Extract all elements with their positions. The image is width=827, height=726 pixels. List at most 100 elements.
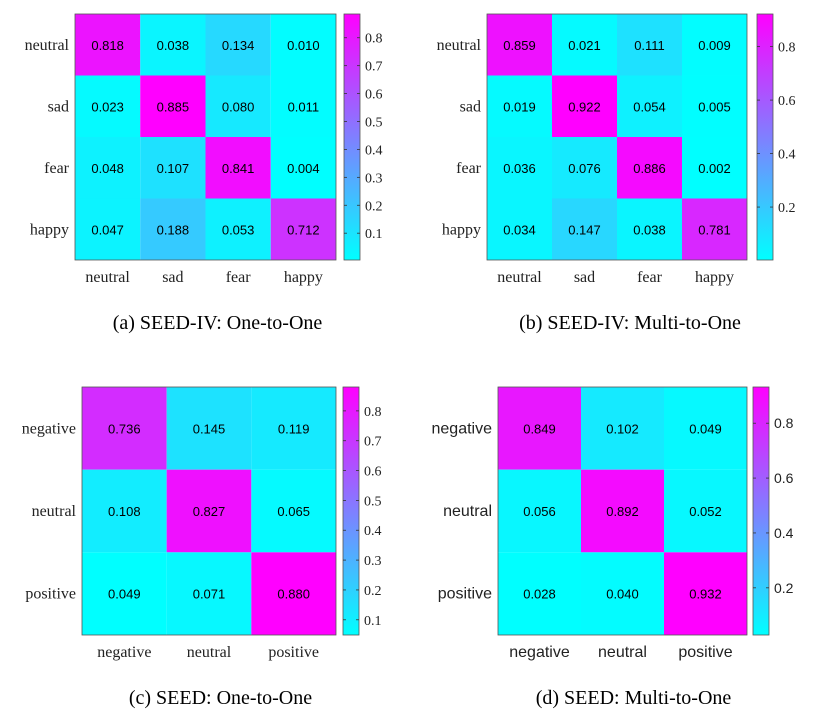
colorbar-tick-label: 0.6 — [365, 88, 383, 103]
colorbar-tick-label: 0.4 — [774, 525, 794, 541]
heatmap-cell — [552, 137, 617, 199]
heatmap-frame — [74, 13, 337, 261]
colorbar-tick-label: 0.4 — [778, 148, 796, 163]
column-label: negative — [97, 644, 151, 661]
cell-value-label: 0.885 — [157, 99, 190, 114]
heatmap-cell — [487, 137, 552, 199]
heatmap-cell — [270, 75, 336, 137]
cell-value-label: 0.147 — [568, 222, 601, 237]
cell-value-label: 0.932 — [689, 587, 722, 602]
heatmap-cell — [552, 75, 617, 137]
cell-value-label: 0.849 — [523, 421, 556, 436]
heatmap-cell — [166, 469, 252, 553]
cell-value-label: 0.841 — [222, 161, 255, 176]
heatmap-cell — [682, 198, 747, 260]
cell-value-label: 0.019 — [503, 99, 536, 114]
colorbar-tick-label: 0.4 — [364, 524, 382, 539]
cell-value-label: 0.028 — [523, 587, 556, 602]
colorbar-tick-label: 0.5 — [364, 494, 382, 509]
colorbar-tick-label: 0.8 — [774, 415, 794, 431]
cell-value-label: 0.102 — [606, 421, 639, 436]
heatmap-cell — [82, 469, 167, 553]
colorbar-tick-label: 0.2 — [778, 201, 796, 216]
heatmap-cell — [75, 137, 141, 199]
cell-value-label: 0.021 — [568, 38, 601, 53]
heatmap-cell — [166, 552, 252, 635]
heatmap-panel-4: 0.849 0.102 0.049 0.056 0.892 0.052 0.028 0.040… — [432, 386, 794, 709]
colorbar-tick-label: 0.8 — [778, 41, 796, 56]
column-label: sad — [162, 269, 183, 286]
heatmap-cell — [82, 387, 167, 470]
cell-value-label: 0.049 — [108, 587, 141, 602]
cell-value-label: 0.004 — [287, 161, 320, 176]
heatmap-frame — [81, 386, 337, 636]
column-label: fear — [637, 269, 663, 286]
heatmap-cell — [251, 469, 336, 553]
column-label: positive — [268, 644, 319, 661]
heatmap-cell — [140, 75, 206, 137]
cell-value-label: 0.886 — [633, 161, 666, 176]
cell-value-label: 0.736 — [108, 421, 141, 436]
heatmap-cell — [664, 552, 747, 635]
heatmap-cell — [581, 552, 664, 635]
colorbar-tick-label: 0.8 — [365, 32, 383, 47]
colorbar-tick-label: 0.3 — [364, 554, 382, 569]
subfigure-caption: (d) SEED: Multi-to-One — [536, 687, 732, 709]
row-label: happy — [30, 221, 69, 238]
cell-value-label: 0.052 — [689, 504, 722, 519]
heatmap-cell — [205, 75, 271, 137]
heatmap-cell — [251, 387, 336, 470]
cell-value-label: 0.047 — [91, 222, 124, 237]
cell-value-label: 0.040 — [606, 587, 639, 602]
heatmap-cell — [75, 14, 141, 76]
cell-value-label: 0.111 — [634, 38, 665, 53]
heatmap-cell — [498, 387, 581, 470]
heatmap-cell — [140, 137, 206, 199]
heatmap-cell — [664, 387, 747, 470]
colorbar-tick-label: 0.6 — [364, 465, 382, 480]
cell-value-label: 0.023 — [91, 99, 124, 114]
colorbar-tick-label: 0.4 — [365, 143, 383, 158]
column-label: happy — [284, 269, 323, 286]
cell-value-label: 0.038 — [633, 222, 666, 237]
row-label: sad — [48, 98, 69, 115]
colorbar — [342, 386, 360, 636]
colorbar-tick-label: 0.1 — [364, 614, 382, 629]
heatmap-cell — [682, 75, 747, 137]
subfigure-caption: (b) SEED-IV: Multi-to-One — [519, 312, 741, 334]
colorbar-tick-label: 0.1 — [365, 227, 383, 242]
colorbar-tick-label: 0.5 — [365, 116, 383, 131]
column-label: sad — [574, 269, 595, 286]
cell-value-label: 0.048 — [91, 161, 124, 176]
heatmap-cell — [166, 387, 252, 470]
cell-value-label: 0.053 — [222, 222, 255, 237]
colorbar-tick-label: 0.6 — [778, 94, 796, 109]
heatmap-cell — [617, 137, 682, 199]
row-label: sad — [460, 98, 481, 115]
column-label: neutral — [187, 644, 232, 661]
colorbar-tick-label: 0.3 — [365, 171, 383, 186]
cell-value-label: 0.038 — [157, 38, 190, 53]
heatmap-cell — [617, 198, 682, 260]
row-label: fear — [44, 160, 70, 177]
heatmap-panel-3: 0.736 0.145 0.119 0.108 0.827 0.065 0.049 0.071… — [22, 386, 382, 709]
column-label: negative — [509, 644, 570, 661]
cell-value-label: 0.071 — [193, 587, 226, 602]
colorbar — [756, 13, 774, 261]
column-label: neutral — [598, 644, 647, 661]
heatmap-cell — [205, 198, 271, 260]
heatmap-cell — [270, 137, 336, 199]
cell-value-label: 0.145 — [193, 421, 226, 436]
colorbar-tick-label: 0.2 — [364, 584, 382, 599]
colorbar-tick-label: 0.6 — [774, 470, 794, 486]
cell-value-label: 0.134 — [222, 38, 255, 53]
heatmap-cell — [205, 137, 271, 199]
colorbar — [343, 13, 361, 261]
cell-value-label: 0.002 — [698, 161, 731, 176]
row-label: happy — [442, 221, 481, 238]
heatmap-cell — [581, 387, 664, 470]
colorbar-tick-label: 0.8 — [364, 405, 382, 420]
heatmap-cell — [75, 198, 141, 260]
heatmap-cell — [682, 137, 747, 199]
